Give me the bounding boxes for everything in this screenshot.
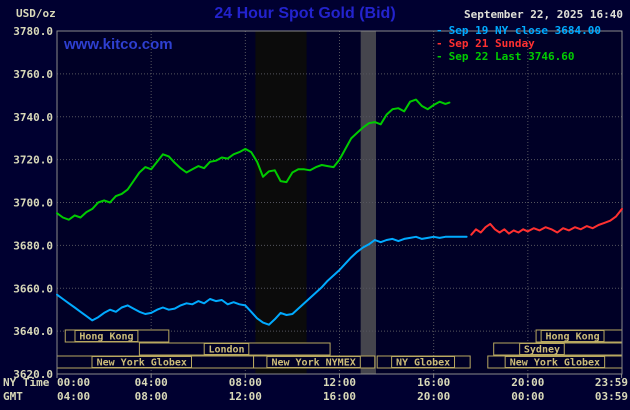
session-band — [360, 31, 376, 374]
session-label-box — [391, 356, 456, 368]
legend-item-sep21: - Sep 21 Sunday — [436, 37, 601, 50]
legend-item-sep19: - Sep 19 NY close 3684.00 — [436, 24, 601, 37]
x-tick-label: 12:00 — [229, 390, 262, 403]
session-label-box — [203, 343, 250, 355]
legend-dash-icon: - — [436, 37, 443, 50]
datetime-label: September 22, 2025 16:40 — [464, 8, 623, 21]
legend-label: Sep 21 Sunday — [448, 37, 535, 50]
x-axis-row-label: GMT — [3, 390, 23, 403]
series-line-1 — [470, 207, 623, 236]
session-label: New York Globex — [510, 358, 600, 369]
legend-label: Sep 22 Last 3746.60 — [448, 50, 575, 63]
session-label-box — [519, 343, 565, 355]
legend-item-sep22: - Sep 22 Last 3746.60 — [436, 50, 601, 63]
legend-label: Sep 19 NY close 3684.00 — [448, 24, 601, 37]
session-label: London — [208, 345, 244, 356]
y-tick-label: 3740.0 — [13, 111, 53, 124]
x-axis-row-label: NY Time — [3, 376, 50, 389]
x-tick-label: 20:00 — [417, 390, 450, 403]
session-label: New York NYMEX — [271, 358, 355, 369]
x-tick-label: 00:00 — [511, 390, 544, 403]
x-tick-label: 23:59 — [595, 376, 628, 389]
x-tick-label: 20:00 — [511, 376, 544, 389]
session-label: Sydney — [524, 345, 560, 356]
kitco-link[interactable]: www.kitco.com — [64, 36, 173, 53]
y-tick-label: 3620.0 — [13, 368, 53, 381]
y-tick-label: 3680.0 — [13, 239, 53, 252]
legend-dash-icon: - — [436, 24, 443, 37]
session-label-box — [266, 356, 361, 368]
session-label-box — [540, 330, 605, 342]
x-tick-label: 04:00 — [57, 390, 90, 403]
y-tick-label: 3640.0 — [13, 325, 53, 338]
x-tick-label: 04:00 — [135, 376, 168, 389]
unit-label: USD/oz — [16, 7, 56, 20]
legend: - Sep 19 NY close 3684.00 - Sep 21 Sunday … — [436, 24, 601, 63]
x-tick-label: 08:00 — [229, 376, 262, 389]
page-title: 24 Hour Spot Gold (Bid) — [214, 5, 396, 22]
x-tick-label: 16:00 — [417, 376, 450, 389]
x-tick-label: 03:59 — [595, 390, 628, 403]
legend-dash-icon: - — [436, 50, 443, 63]
session-label-box — [504, 356, 606, 368]
session-band — [255, 31, 307, 374]
session-label-box — [74, 330, 139, 342]
y-tick-label: 3700.0 — [13, 197, 53, 210]
y-tick-label: 3760.0 — [13, 68, 53, 81]
x-tick-label: 08:00 — [135, 390, 168, 403]
y-tick-label: 3660.0 — [13, 282, 53, 295]
session-label: New York Globex — [97, 358, 187, 369]
session-label: NY Globex — [396, 358, 450, 369]
y-tick-label: 3720.0 — [13, 154, 53, 167]
x-tick-label: 00:00 — [57, 376, 90, 389]
session-label-box — [91, 356, 192, 368]
session-label: Hong Kong — [545, 332, 599, 343]
series-line-0 — [56, 235, 468, 326]
x-tick-label: 16:00 — [323, 390, 356, 403]
y-tick-label: 3780.0 — [13, 25, 53, 38]
session-label: Hong Kong — [79, 332, 133, 343]
x-tick-label: 12:00 — [323, 376, 356, 389]
series-line-2 — [56, 98, 451, 221]
